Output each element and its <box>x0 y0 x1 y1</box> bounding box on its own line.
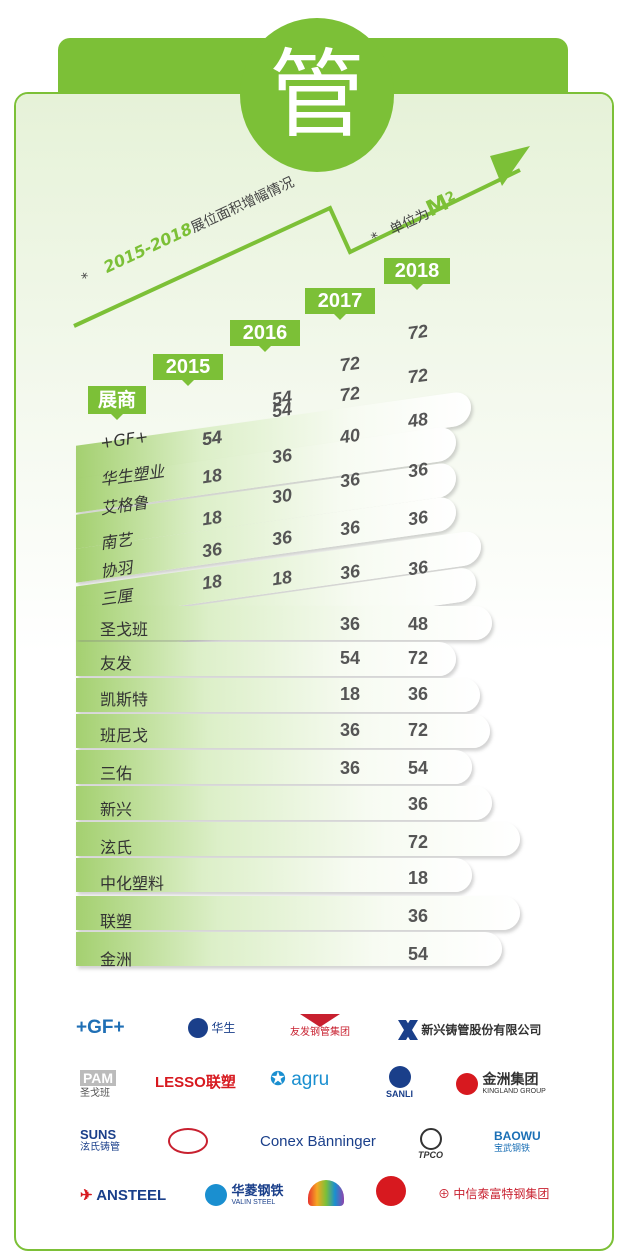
value-cell-2017: 36 <box>340 758 361 778</box>
value-cell-2018: 72 <box>408 832 429 852</box>
value-cell-2015: 36 <box>200 538 224 562</box>
logo-lesso: LESSO联塑 <box>155 1074 236 1091</box>
title-char: 管 <box>269 39 365 151</box>
logo-conex: Conex Bänninger <box>260 1133 376 1150</box>
logo-red-figure-icon <box>376 1176 406 1206</box>
row-band <box>76 786 492 820</box>
exhibitor-label: 凯斯特 <box>100 690 149 709</box>
value-cell-2018: 36 <box>408 906 429 926</box>
row-band <box>76 858 472 892</box>
value-cell-2017: 54 <box>340 648 361 668</box>
year-tag-2018: 2018 <box>384 258 450 290</box>
value-cell-2018: 48 <box>408 614 429 634</box>
exhibitor-label: 南艺 <box>99 529 134 554</box>
value-cell-2015: 18 <box>200 506 224 530</box>
value-cell-2016: 54 <box>270 398 294 422</box>
row-band <box>76 678 480 712</box>
logo-red-emblem-icon <box>168 1128 208 1154</box>
value-cell-2018: 54 <box>408 944 429 964</box>
exhibitor-label: 联塑 <box>100 912 133 931</box>
year-tag-2017: 2017 <box>305 288 375 320</box>
year-tag-2016: 2016 <box>230 320 300 352</box>
value-cell-2018: 36 <box>406 506 430 530</box>
logo-pam: PAM 圣戈班 <box>80 1070 117 1099</box>
value-cell-2018: 36 <box>406 458 430 482</box>
exhibitor-label: 泫氏 <box>100 838 133 857</box>
logo-youfa: 友发钢管集团 <box>290 1012 350 1038</box>
row-band <box>76 606 492 640</box>
value-cell-2017: 36 <box>338 560 362 584</box>
exhibitor-label: 金洲 <box>100 950 133 969</box>
exhibitor-label: 协羽 <box>99 557 134 582</box>
logo-valin: 华菱钢铁 VALIN STEEL <box>205 1184 283 1206</box>
value-cell-2018: 72 <box>406 364 430 388</box>
tpco-ring-icon <box>419 1128 442 1150</box>
value-cell-2017: 18 <box>340 684 361 704</box>
row-band <box>76 750 472 784</box>
kingland-mark-icon <box>456 1072 478 1095</box>
value-cell-2015: 18 <box>200 570 224 594</box>
value-cell-2017: 40 <box>338 424 362 448</box>
huasheng-mark-icon <box>188 1018 208 1038</box>
exhibitor-label: 班尼戈 <box>100 726 149 745</box>
value-cell-2016: 36 <box>270 444 294 468</box>
logo-sanli: SANLI <box>386 1066 413 1099</box>
trend-arrow-line <box>73 168 521 328</box>
logo-citic: ⊕ 中信泰富特钢集团 <box>438 1187 550 1201</box>
row-header-label: 展商 <box>88 386 146 420</box>
value-cell-2018: 36 <box>408 794 429 814</box>
value-cell-2017: 36 <box>338 516 362 540</box>
arrow-graphic <box>73 146 530 328</box>
value-cell-2016: 30 <box>270 484 294 508</box>
value-cell-2018: 72 <box>406 320 430 344</box>
value-cell-2015: 18 <box>200 464 224 488</box>
year-tag-2015: 2015 <box>153 354 223 386</box>
logo-tpco: TPCO <box>418 1128 443 1160</box>
value-cell-2017: 36 <box>338 468 362 492</box>
value-cell-2018: 36 <box>408 684 429 704</box>
agru-gear-icon: ✪ <box>270 1069 286 1090</box>
logo-xinxing: 新兴铸管股份有限公司 <box>398 1020 541 1040</box>
value-cell-2017: 72 <box>338 352 362 376</box>
value-cell-2018: 18 <box>408 868 429 888</box>
logo-gf: +GF+ <box>76 1017 125 1038</box>
value-cell-2015: 54 <box>200 426 224 450</box>
logo-kingland: 金洲集团 KINGLAND GROUP <box>456 1072 546 1095</box>
row-band <box>76 714 490 748</box>
logo-huasheng: 华生 <box>188 1018 235 1038</box>
citic-mark-icon: ⊕ <box>438 1187 451 1201</box>
value-cell-2018: 48 <box>406 408 430 432</box>
row-band <box>76 896 520 930</box>
logo-ansteel: ✈ ANSTEEL <box>80 1187 167 1204</box>
logo-agru: ✪ agru <box>270 1069 330 1090</box>
ansteel-mark-icon: ✈ <box>80 1187 93 1204</box>
logo-rainbow-icon <box>308 1180 344 1206</box>
exhibitor-label: 新兴 <box>100 800 133 819</box>
exhibitor-label: 三厘 <box>99 585 134 610</box>
row-band <box>76 642 456 676</box>
youfa-wing-icon <box>300 1014 340 1027</box>
value-cell-2018: 72 <box>408 648 429 668</box>
row-band <box>76 932 502 966</box>
sanli-globe-icon <box>388 1066 411 1088</box>
value-cell-2016: 36 <box>270 526 294 550</box>
value-cell-2018: 54 <box>408 758 429 778</box>
exhibitor-label: 中化塑料 <box>100 874 165 893</box>
valin-globe-icon <box>205 1184 227 1206</box>
title-circle: 管 <box>240 18 394 172</box>
value-cell-2017: 72 <box>338 382 362 406</box>
xinxing-mark-icon <box>398 1020 418 1040</box>
value-cell-2016: 18 <box>270 566 294 590</box>
value-cell-2018: 72 <box>408 720 429 740</box>
trend-arrow-head <box>490 146 530 186</box>
row-band <box>76 822 520 856</box>
exhibitor-label: 三佑 <box>100 764 133 783</box>
logo-suns: SUNS 泫氏铸管 <box>80 1127 120 1153</box>
exhibitor-label: 圣戈班 <box>100 620 149 639</box>
value-cell-2018: 36 <box>406 556 430 580</box>
exhibitor-label: 友发 <box>100 654 133 673</box>
value-cell-2017: 36 <box>340 614 361 634</box>
value-cell-2017: 36 <box>340 720 361 740</box>
logo-baowu: BAOWU 宝武钢铁 <box>494 1129 541 1153</box>
